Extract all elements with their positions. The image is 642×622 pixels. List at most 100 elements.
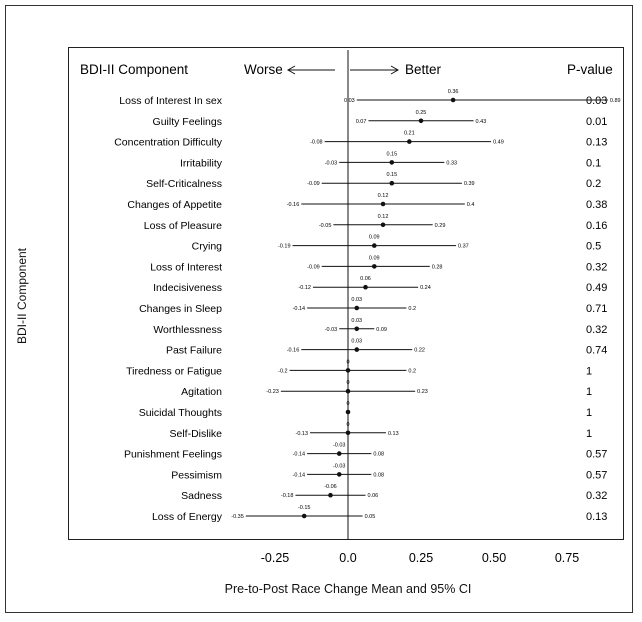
- forest-row: Tiredness or Fatigue10-0.20.2: [126, 359, 592, 377]
- forest-row: Changes in Sleep 0.71 0.03 -0.14 0.2: [139, 297, 607, 315]
- component-label: Changes of Appetite: [127, 199, 222, 211]
- p-value-label: 1: [586, 365, 592, 377]
- ci-lower-label: -0.09: [307, 181, 320, 187]
- component-label: Crying: [192, 241, 223, 253]
- component-label: Loss of Pleasure: [144, 220, 222, 232]
- x-tick-label: 0.0: [339, 551, 356, 565]
- mean-value-label: 0.15: [386, 151, 397, 157]
- mean-point: [363, 284, 368, 290]
- ci-lower-label: -0.19: [278, 244, 291, 250]
- ci-upper-label: 0.2: [408, 306, 416, 312]
- ci-upper-label: 0.2: [408, 368, 416, 374]
- ci-lower-label: -0.16: [287, 202, 300, 208]
- forest-row: Suicidal Thoughts10: [139, 401, 592, 419]
- mean-value-label: 0.03: [351, 297, 362, 303]
- ci-lower-label: -0.14: [293, 452, 306, 458]
- ci-upper-label: 0.08: [373, 472, 384, 478]
- x-tick-label: 0.50: [482, 551, 506, 565]
- mean-value-label: 0.15: [386, 172, 397, 178]
- p-value-label: 0.13: [586, 137, 607, 149]
- mean-value-label: 0.09: [369, 235, 380, 241]
- mean-value-label: -0.15: [298, 505, 311, 511]
- ci-lower-label: -0.14: [293, 306, 306, 312]
- component-label: Loss of Energy: [152, 511, 223, 523]
- mean-point: [336, 451, 342, 456]
- ci-upper-label: 0.33: [446, 160, 457, 166]
- mean-value-label: 0.21: [404, 131, 415, 137]
- p-value-label: 0.2: [586, 178, 601, 190]
- ci-upper-label: 0.23: [417, 389, 428, 395]
- forest-row: Irritability 0.1 0.15 -0.03 0.33: [180, 151, 601, 169]
- mean-point: [371, 264, 377, 269]
- component-label: Concentration Difficulty: [114, 137, 223, 149]
- p-value-label: 0.16: [586, 220, 607, 232]
- mean-point: [389, 180, 395, 186]
- ci-lower-label: 0.07: [356, 119, 367, 125]
- p-value-label: 0.13: [586, 511, 607, 523]
- p-value-label: 0.01: [586, 116, 607, 128]
- mean-value-label: -0.03: [333, 443, 346, 449]
- forest-row: Past Failure 0.74 0.03 -0.16 0.22: [166, 339, 607, 357]
- ci-upper-label: 0.43: [476, 119, 487, 125]
- component-label: Worthlessness: [153, 324, 222, 336]
- mean-point: [354, 305, 360, 311]
- mean-point: [380, 201, 386, 207]
- forest-row: Sadness 0.32 -0.06 -0.18 0.06: [181, 484, 607, 502]
- mean-value-label: 0.36: [448, 89, 459, 95]
- ci-upper-label: 0.37: [458, 244, 469, 250]
- ci-lower-label: -0.18: [281, 493, 294, 499]
- mean-point: [336, 472, 342, 477]
- ci-upper-label: 0.05: [365, 514, 376, 520]
- ci-upper-label: 0.39: [464, 181, 475, 187]
- ci-upper-label: 0.09: [376, 327, 387, 333]
- ci-lower-label: -0.09: [307, 264, 320, 270]
- mean-point: [450, 97, 456, 103]
- forest-row: Self-Dislike10-0.130.13: [169, 422, 592, 440]
- ci-lower-label: -0.2: [278, 368, 287, 374]
- component-label: Self-Dislike: [169, 428, 222, 440]
- component-label: Loss of Interest In sex: [119, 95, 222, 107]
- header-worse-label: Worse: [244, 62, 283, 77]
- mean-value-label: 0.03: [351, 318, 362, 324]
- component-label: Irritability: [180, 157, 223, 169]
- forest-row: Punishment Feelings 0.57 -0.03 -0.14 0.08: [124, 443, 607, 461]
- mean-point: [389, 160, 395, 165]
- component-label: Guilty Feelings: [153, 116, 222, 128]
- ci-lower-label: 0.03: [344, 98, 355, 104]
- mean-value-label: 0.12: [378, 214, 389, 220]
- forest-row: Crying 0.5 0.09 -0.19 0.37: [192, 235, 602, 253]
- p-value-label: 0.5: [586, 241, 601, 253]
- component-label: Self-Criticalness: [146, 178, 222, 190]
- x-tick-label: -0.25: [261, 551, 290, 565]
- mean-value-label: 0.09: [369, 255, 380, 261]
- forest-row: Self-Criticalness 0.2 0.15 -0.09 0.39: [146, 172, 601, 190]
- ci-upper-label: 0.29: [435, 223, 446, 229]
- ci-lower-label: -0.35: [231, 514, 244, 520]
- forest-row: Guilty Feelings 0.01 0.25 0.07 0.43: [153, 110, 608, 128]
- forest-row: Pessimism 0.57 -0.03 -0.14 0.08: [171, 463, 607, 481]
- x-tick-label: 0.25: [409, 551, 433, 565]
- p-value-label: 0.38: [586, 199, 607, 211]
- forest-row: Loss of Energy 0.13 -0.15 -0.35 0.05: [152, 505, 607, 523]
- component-label: Indecisiveness: [153, 282, 222, 294]
- ci-upper-label: 0.4: [467, 202, 475, 208]
- figure-frame: [5, 5, 633, 613]
- ci-upper-label: 0.28: [432, 264, 443, 270]
- mean-value-label: -0.03: [333, 463, 346, 469]
- mean-value-label: 0.06: [360, 276, 371, 282]
- mean-value-label: 0.25: [416, 110, 427, 116]
- forest-row: Loss of Interest In sex 0.030.360.03 0.89: [119, 89, 620, 107]
- mean-point: [354, 326, 360, 332]
- forest-row: Agitation10-0.230.23: [181, 380, 592, 398]
- p-value-label: 0.1: [586, 157, 601, 169]
- forest-row: Indecisiveness 0.49 0.06 -0.12 0.24: [153, 276, 607, 294]
- p-value-label: 0.32: [586, 261, 607, 273]
- mean-point: [354, 347, 360, 352]
- component-label: Past Failure: [166, 345, 222, 357]
- mean-point: [328, 492, 333, 498]
- forest-row: Concentration Difficulty 0.13 0.21 -0.08 0.4…: [114, 131, 607, 149]
- component-label: Sadness: [181, 490, 222, 502]
- mean-point: [301, 513, 307, 519]
- mean-value-label: 0.12: [378, 193, 389, 199]
